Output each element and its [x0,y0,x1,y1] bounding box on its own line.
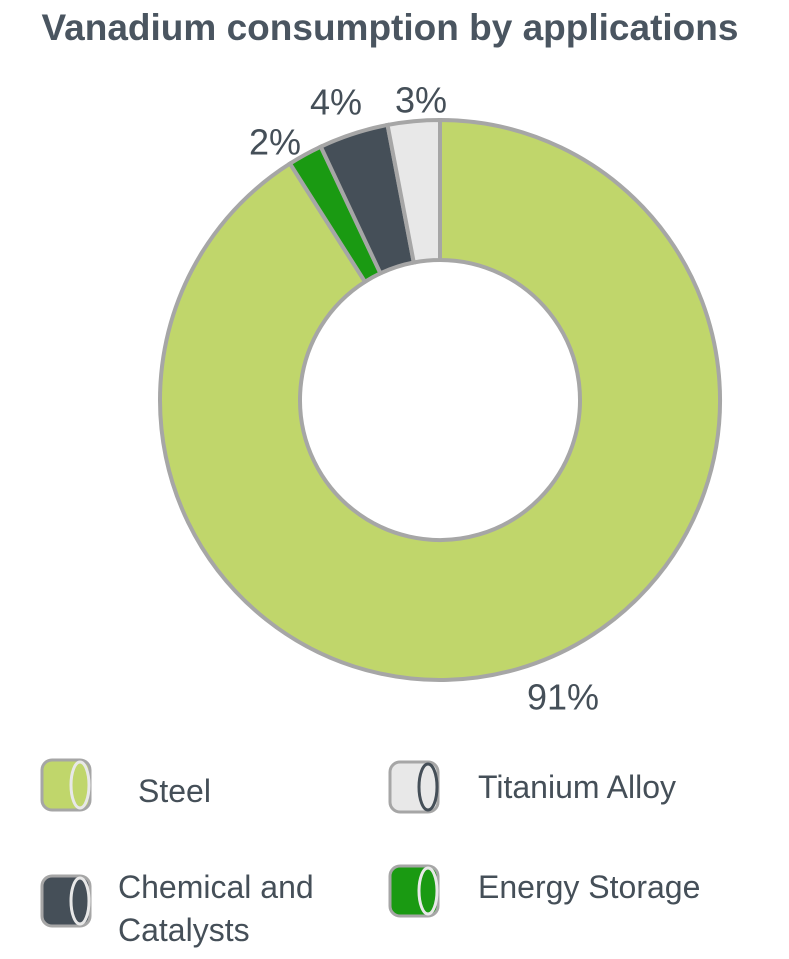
slice-label: 2% [249,122,301,163]
slice-label: 4% [310,82,362,123]
legend-label: Steel [138,773,211,809]
slice-label: 91% [527,677,599,718]
chart-title: Vanadium consumption by applications [42,7,739,48]
donut-slice [385,117,442,265]
legend-swatch-cap [69,760,91,810]
legend-swatch-cap [417,762,439,812]
legend-swatch-cap [417,866,439,916]
legend-label: Energy Storage [478,869,701,905]
legend-swatch-cap [69,876,91,926]
legend-label: Titanium Alloy [478,769,676,805]
slice-label: 3% [395,80,447,121]
donut-slice [158,117,722,682]
legend-label: Chemical and Catalysts [118,869,314,948]
